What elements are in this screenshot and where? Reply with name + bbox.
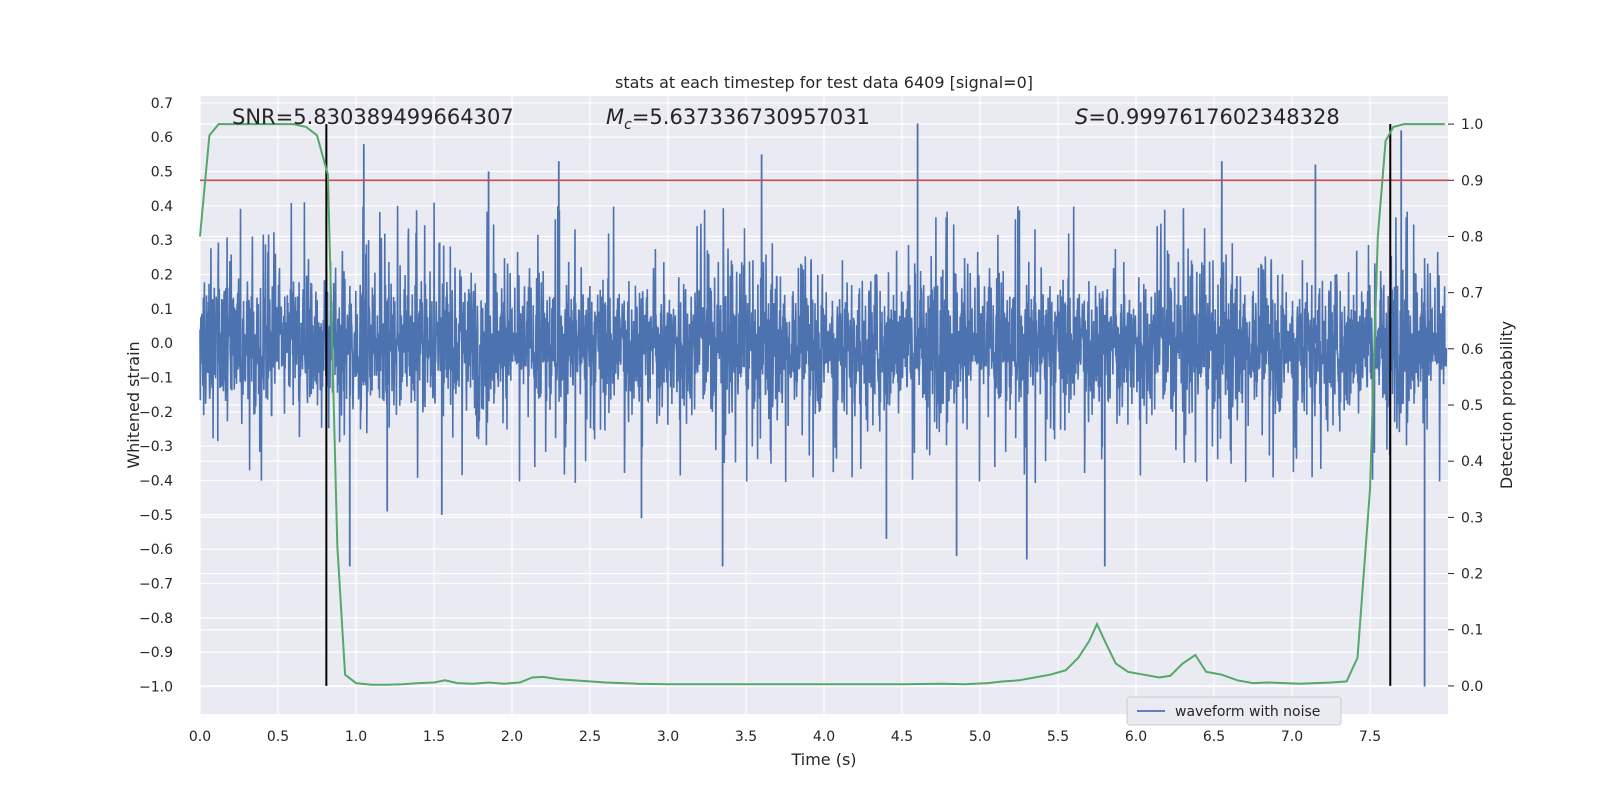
legend: waveform with noise	[1126, 696, 1342, 726]
y-right-tick-label: 0.5	[1461, 398, 1483, 414]
y-right-tick-label: 0.0	[1461, 679, 1483, 695]
y-left-tick-label: 0.3	[151, 233, 173, 249]
vertical-markers	[325, 124, 1392, 686]
y-left-tick-labels: 0.7 0.6 0.5 0.4 0.3 0.2 0.1 0.0 −0.1 −0.2 −0.3 −0.4…	[139, 96, 173, 696]
x-tick-labels: 0.0 0.5 1.0 1.5 2.0 2.5 3.0 3.5 4.0 4.5 5.0 5.5 6.0 6…	[189, 729, 1381, 745]
y-left-tick-label: −1.0	[139, 680, 173, 696]
snr-annotation: SNR=5.830389499664307	[232, 105, 514, 129]
y-right-tick-labels: 1.0 0.9 0.8 0.7 0.6 0.5 0.4 0.3 0.2 0.1 0.0	[1448, 117, 1483, 695]
y-right-tick-label: 0.2	[1461, 567, 1483, 583]
mc-annotation: Mc=5.637336730957031	[606, 105, 870, 133]
y-left-tick-label: −0.3	[139, 439, 173, 455]
y-right-tick-label: 0.9	[1461, 173, 1483, 189]
waveform-series	[199, 123, 1448, 687]
y-left-tick-label: 0.7	[151, 96, 173, 112]
x-tick-label: 4.5	[891, 729, 913, 745]
y-left-tick-label: 0.4	[151, 199, 173, 215]
x-axis-label: Time (s)	[790, 750, 856, 769]
x-tick-label: 5.5	[1047, 729, 1069, 745]
x-tick-label: 1.0	[345, 729, 367, 745]
y-left-tick-label: 0.6	[151, 130, 173, 146]
legend-box	[1126, 696, 1342, 726]
x-tick-label: 7.0	[1281, 729, 1303, 745]
s-annotation: S=0.9997617602348328	[1075, 105, 1340, 129]
y-right-tick-label: 0.7	[1461, 286, 1483, 302]
y-right-tick-label: 1.0	[1461, 117, 1483, 133]
chart-title: stats at each timestep for test data 640…	[615, 73, 1033, 92]
y-right-tick-label: 0.1	[1461, 623, 1483, 639]
x-tick-label: 0.0	[189, 729, 211, 745]
x-tick-label: 1.5	[423, 729, 445, 745]
x-tick-label: 2.0	[501, 729, 523, 745]
waveform-noise-path	[199, 202, 1448, 484]
x-tick-label: 0.5	[267, 729, 289, 745]
y-right-tick-label: 0.3	[1461, 510, 1483, 526]
s-symbol: S	[1075, 105, 1088, 129]
mc-subscript: c	[624, 117, 632, 133]
x-tick-label: 4.0	[813, 729, 835, 745]
y-left-tick-label: −0.5	[139, 508, 173, 524]
x-tick-label: 6.0	[1125, 729, 1147, 745]
mc-symbol: M	[606, 105, 624, 129]
y-right-tick-label: 0.6	[1461, 342, 1483, 358]
y-left-tick-label: −0.1	[139, 371, 173, 387]
x-tick-label: 2.5	[579, 729, 601, 745]
s-value: =0.9997617602348328	[1088, 105, 1339, 129]
y-left-axis-label: Whitened strain	[124, 341, 143, 468]
y-left-tick-label: 0.5	[151, 165, 173, 181]
y-left-tick-label: 0.0	[151, 336, 173, 352]
y-left-tick-label: −0.9	[139, 645, 173, 661]
mc-value: =5.637336730957031	[632, 105, 870, 129]
x-tick-label: 7.5	[1359, 729, 1381, 745]
y-left-tick-label: −0.7	[139, 577, 173, 593]
x-tick-label: 5.0	[969, 729, 991, 745]
y-left-tick-label: 0.1	[151, 302, 173, 318]
y-left-tick-label: −0.4	[139, 474, 173, 490]
x-tick-label: 3.0	[657, 729, 679, 745]
y-left-tick-label: 0.2	[151, 268, 173, 284]
legend-label: waveform with noise	[1175, 704, 1320, 720]
y-left-tick-label: −0.6	[139, 542, 173, 558]
probability-line	[199, 123, 1445, 686]
y-right-axis-label: Detection probability	[1497, 321, 1516, 489]
y-right-tick-label: 0.4	[1461, 454, 1483, 470]
y-left-tick-label: −0.2	[139, 405, 173, 421]
y-left-tick-label: −0.8	[139, 611, 173, 627]
y-right-tick-label: 0.8	[1461, 229, 1483, 245]
x-tick-label: 3.5	[735, 729, 757, 745]
x-tick-label: 6.5	[1203, 729, 1225, 745]
